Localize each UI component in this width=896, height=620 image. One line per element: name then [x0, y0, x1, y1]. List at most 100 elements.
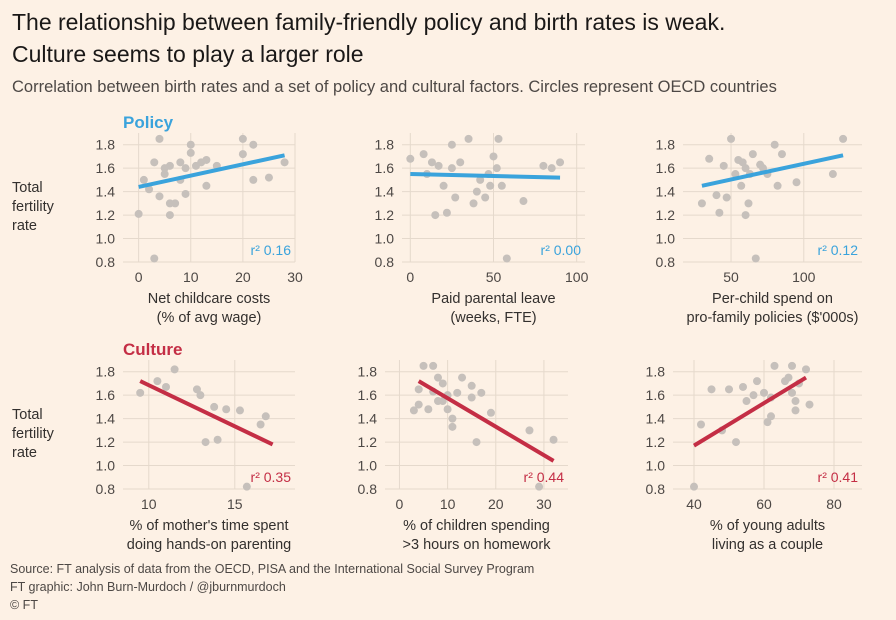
- y-tick-label: 1.6: [96, 387, 116, 403]
- data-point: [556, 158, 565, 167]
- y-tick-label: 1.2: [358, 434, 378, 450]
- y-tick-label: 0.8: [358, 481, 378, 497]
- data-point: [438, 397, 447, 406]
- data-point: [249, 140, 258, 149]
- data-point: [467, 381, 476, 390]
- data-point: [186, 140, 195, 149]
- y-tick-label: 1.2: [96, 207, 116, 223]
- data-point: [439, 181, 448, 190]
- data-point: [486, 408, 495, 417]
- data-point: [458, 373, 467, 382]
- x-tick-label: 50: [486, 269, 502, 285]
- trend-line: [410, 172, 561, 180]
- data-point: [176, 158, 185, 167]
- y-tick-label: 0.8: [375, 254, 395, 270]
- x-tick-label: 15: [227, 496, 243, 512]
- data-point: [150, 158, 159, 167]
- y-tick-label: 1.6: [375, 160, 395, 176]
- data-point: [467, 393, 476, 402]
- data-point: [162, 382, 170, 391]
- data-point: [419, 150, 428, 159]
- y-axis-title-policy: rate: [12, 218, 37, 234]
- data-point: [791, 397, 800, 406]
- y-tick-label: 1.8: [358, 364, 378, 380]
- y-tick-label: 0.8: [96, 481, 116, 497]
- data-point: [256, 420, 265, 429]
- y-axis-title-culture: rate: [12, 445, 37, 461]
- x-tick-label: 20: [488, 496, 504, 512]
- y-tick-label: 1.4: [375, 184, 395, 200]
- data-point: [753, 377, 761, 386]
- data-point: [839, 134, 848, 143]
- data-point: [442, 208, 451, 217]
- data-point: [519, 197, 528, 206]
- x-tick-label: 60: [756, 496, 772, 512]
- data-point: [489, 152, 498, 161]
- data-point: [744, 199, 753, 208]
- data-point: [139, 175, 148, 184]
- x-axis-label: Paid parental leave: [431, 291, 555, 307]
- r-squared-label: r² 0.00: [541, 242, 582, 258]
- data-point: [409, 406, 418, 415]
- data-point: [443, 405, 452, 414]
- data-point: [280, 158, 289, 167]
- data-point: [791, 406, 800, 415]
- x-tick-label: 80: [826, 496, 842, 512]
- data-point: [494, 134, 503, 143]
- y-tick-label: 1.2: [656, 207, 676, 223]
- row-label-culture: Culture: [123, 340, 183, 359]
- y-tick-label: 1.2: [646, 434, 666, 450]
- title-line-1: The relationship between family-friendly…: [12, 9, 726, 35]
- y-tick-label: 1.6: [646, 387, 666, 403]
- data-point: [707, 385, 716, 394]
- x-axis-label: Net childcare costs: [148, 291, 271, 307]
- x-axis-label: (% of avg wage): [157, 310, 262, 326]
- row-label-policy: Policy: [123, 113, 174, 132]
- data-point: [451, 193, 460, 202]
- chart-subtitle: Correlation between birth rates and a se…: [12, 78, 777, 96]
- data-point: [165, 211, 174, 220]
- x-tick-label: 0: [406, 269, 414, 285]
- data-point: [433, 373, 442, 382]
- data-point: [802, 365, 810, 374]
- x-tick-label: 100: [565, 269, 589, 285]
- data-point: [170, 365, 179, 374]
- y-tick-label: 0.8: [646, 481, 666, 497]
- y-tick-label: 1.4: [646, 411, 666, 427]
- data-point: [424, 405, 433, 414]
- data-point: [447, 164, 456, 173]
- data-point: [196, 391, 205, 400]
- data-point: [763, 418, 772, 427]
- x-tick-label: 10: [440, 496, 456, 512]
- x-axis-label: >3 hours on homework: [403, 537, 552, 553]
- y-tick-label: 1.6: [96, 160, 116, 176]
- data-point: [788, 361, 796, 370]
- data-point: [705, 154, 714, 163]
- data-point: [784, 373, 793, 382]
- data-point: [210, 402, 219, 411]
- copyright: © FT: [10, 598, 38, 612]
- data-point: [434, 161, 443, 170]
- data-point: [690, 482, 698, 491]
- trend-line: [139, 379, 274, 447]
- data-point: [741, 164, 750, 173]
- data-point: [202, 181, 211, 190]
- trend-line: [692, 375, 808, 448]
- data-point: [539, 161, 548, 170]
- data-point: [181, 164, 190, 173]
- data-point: [722, 193, 731, 202]
- x-axis-label: pro-family policies ($'000s): [687, 310, 859, 326]
- r-squared-label: r² 0.41: [818, 469, 859, 485]
- data-point: [406, 154, 415, 163]
- data-point: [472, 187, 481, 196]
- y-tick-label: 0.8: [656, 254, 676, 270]
- y-tick-label: 1.8: [646, 364, 666, 380]
- y-axis-title-culture: fertility: [12, 426, 55, 442]
- trend-line: [701, 153, 844, 188]
- data-point: [171, 199, 180, 208]
- data-point: [448, 414, 457, 423]
- data-point: [773, 181, 782, 190]
- data-point: [261, 412, 270, 421]
- data-point: [805, 400, 814, 409]
- data-point: [242, 482, 251, 491]
